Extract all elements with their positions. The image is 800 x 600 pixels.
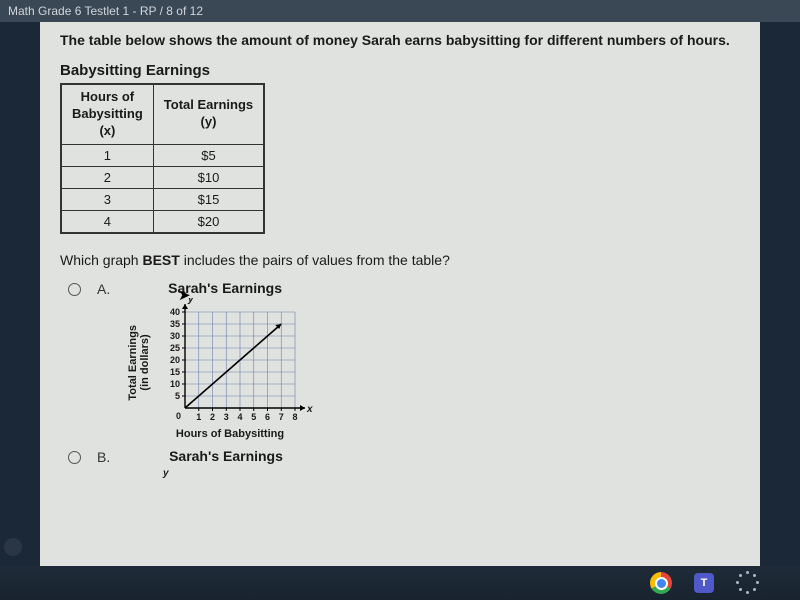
svg-text:y: y <box>162 468 169 479</box>
radio-a[interactable] <box>68 283 81 296</box>
loading-spinner-icon <box>736 571 760 595</box>
chart-b: Sarah's Earnings y <box>127 448 325 491</box>
svg-text:1: 1 <box>196 412 201 422</box>
taskbar: T <box>0 566 800 600</box>
problem-statement: The table below shows the amount of mone… <box>60 32 740 48</box>
svg-text:40: 40 <box>170 307 180 317</box>
svg-text:4: 4 <box>238 412 243 422</box>
table-title: Babysitting Earnings <box>60 62 740 79</box>
svg-text:x: x <box>306 404 313 415</box>
question-text: Which graph BEST includes the pairs of v… <box>60 252 740 268</box>
svg-text:8: 8 <box>293 412 298 422</box>
col2-header: Total Earnings (y) <box>153 84 264 144</box>
chrome-icon[interactable] <box>650 572 672 594</box>
table-row: 1$5 <box>61 144 264 166</box>
table-row: 3$15 <box>61 188 264 210</box>
chart-a: Sarah's Earnings Total Earnings (in doll… <box>127 280 323 440</box>
chart-b-svg: y <box>155 466 325 486</box>
svg-text:30: 30 <box>170 331 180 341</box>
svg-text:0: 0 <box>176 411 181 421</box>
svg-text:25: 25 <box>170 343 180 353</box>
col1-header: Hours of Babysitting (x) <box>61 84 153 144</box>
svg-text:2: 2 <box>210 412 215 422</box>
window-title-bar: Math Grade 6 Testlet 1 - RP / 8 of 12 <box>0 0 800 22</box>
content-frame: The table below shows the amount of mone… <box>40 22 760 566</box>
chart-a-svg: 510152025303540123456780yx <box>153 298 323 428</box>
svg-text:10: 10 <box>170 379 180 389</box>
table-row: 4$20 <box>61 210 264 233</box>
svg-text:35: 35 <box>170 319 180 329</box>
svg-text:5: 5 <box>251 412 256 422</box>
chart-a-ylabel: Total Earnings (in dollars) <box>127 325 151 401</box>
option-b-label: B. <box>97 449 127 465</box>
svg-text:7: 7 <box>279 412 284 422</box>
radio-b[interactable] <box>68 451 81 464</box>
chart-a-title: Sarah's Earnings <box>127 280 323 296</box>
earnings-table: Hours of Babysitting (x) Total Earnings … <box>60 83 265 234</box>
chart-b-title: Sarah's Earnings <box>127 448 325 464</box>
chart-a-xlabel: Hours of Babysitting <box>155 428 305 440</box>
svg-text:6: 6 <box>265 412 270 422</box>
option-a-label: A. <box>97 281 127 297</box>
window-title: Math Grade 6 Testlet 1 - RP / 8 of 12 <box>8 4 203 18</box>
option-b-row[interactable]: B. Sarah's Earnings y <box>60 448 740 491</box>
svg-text:5: 5 <box>175 391 180 401</box>
option-a-row[interactable]: A. Sarah's Earnings Total Earnings (in d… <box>60 280 740 440</box>
svg-text:15: 15 <box>170 367 180 377</box>
svg-text:20: 20 <box>170 355 180 365</box>
left-indicator-icon <box>4 538 22 556</box>
teams-icon[interactable]: T <box>694 573 714 593</box>
table-row: 2$10 <box>61 166 264 188</box>
svg-text:y: y <box>187 298 194 305</box>
svg-text:3: 3 <box>224 412 229 422</box>
